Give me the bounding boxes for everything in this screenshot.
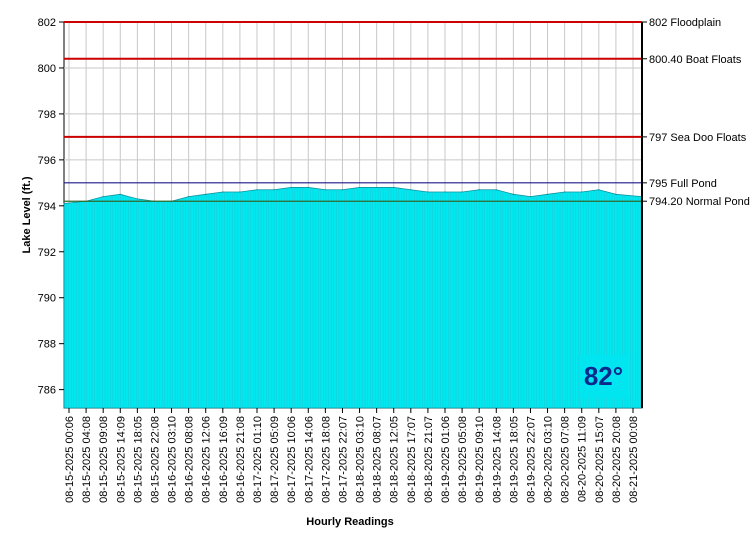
reference-label: 800.40 Boat Floats xyxy=(649,54,742,66)
x-tick-label: 08-18-2025 03:10 xyxy=(355,416,367,503)
data-point xyxy=(188,196,190,198)
data-point xyxy=(581,191,583,193)
x-tick-label: 08-20-2025 03:10 xyxy=(543,416,555,503)
x-tick-label: 08-18-2025 08:07 xyxy=(372,416,384,503)
x-tick-label: 08-20-2025 07:08 xyxy=(560,416,572,503)
data-point xyxy=(427,191,429,193)
y-axis-title: Lake Level (ft.) xyxy=(21,176,33,253)
reference-label: 797 Sea Doo Floats xyxy=(649,132,747,144)
data-point xyxy=(324,189,326,191)
x-axis-title: Hourly Readings xyxy=(306,516,393,528)
x-axis-ticks: 08-15-2025 00:06 08-15-2025 04:08 08-15-20… xyxy=(64,408,640,503)
x-tick-label: 08-19-2025 14:08 xyxy=(491,416,503,503)
y-tick-label: 800 xyxy=(38,63,56,75)
data-point xyxy=(341,189,344,191)
x-tick-label: 08-15-2025 00:06 xyxy=(64,416,76,503)
data-point xyxy=(410,189,412,191)
series-area xyxy=(63,187,643,409)
data-point xyxy=(205,193,207,195)
data-point xyxy=(119,193,121,195)
x-tick-label: 08-17-2025 01:10 xyxy=(252,416,264,503)
data-point xyxy=(358,186,361,189)
data-point xyxy=(512,193,514,195)
x-tick-label: 08-15-2025 04:08 xyxy=(81,416,93,503)
data-point xyxy=(376,186,378,189)
data-point xyxy=(444,191,446,193)
x-tick-label: 08-19-2025 18:05 xyxy=(508,416,520,503)
x-tick-label: 08-19-2025 01:06 xyxy=(440,416,452,503)
x-tick-label: 08-17-2025 10:06 xyxy=(286,416,298,503)
data-point xyxy=(136,198,138,200)
x-tick-label: 08-16-2025 21:08 xyxy=(235,416,247,503)
reference-label: 794.20 Normal Pond xyxy=(649,196,750,208)
x-tick-label: 08-15-2025 18:05 xyxy=(132,416,144,503)
y-tick-label: 796 xyxy=(38,155,56,167)
x-tick-label: 08-16-2025 08:08 xyxy=(184,416,196,503)
y-axis-ticks: 786 788 790 792 794 796 798 800 802 xyxy=(38,17,64,397)
y-tick-label: 802 xyxy=(38,17,56,29)
data-point xyxy=(495,189,497,191)
x-tick-label: 08-17-2025 14:06 xyxy=(303,416,315,503)
x-tick-label: 08-20-2025 11:09 xyxy=(577,416,589,502)
x-tick-label: 08-15-2025 09:08 xyxy=(98,416,110,503)
data-area xyxy=(63,186,643,409)
data-point xyxy=(307,186,309,189)
reference-label: 802 Floodplain xyxy=(649,17,721,29)
x-tick-label: 08-18-2025 17:07 xyxy=(406,416,418,503)
y-tick-label: 790 xyxy=(38,293,56,305)
x-tick-label: 08-17-2025 22:07 xyxy=(337,416,349,503)
x-tick-label: 08-15-2025 22:08 xyxy=(149,416,161,503)
data-point xyxy=(273,189,275,191)
data-point xyxy=(256,189,258,191)
data-point xyxy=(222,191,224,193)
x-tick-label: 08-18-2025 21:07 xyxy=(423,416,435,503)
x-tick-label: 08-16-2025 16:09 xyxy=(218,416,230,503)
data-point xyxy=(102,196,104,198)
data-point xyxy=(239,191,241,193)
x-tick-label: 08-15-2025 14:09 xyxy=(115,416,127,503)
x-tick-label: 08-18-2025 12:05 xyxy=(389,416,401,503)
x-tick-label: 08-16-2025 12:06 xyxy=(201,416,213,503)
x-tick-label: 08-21-2025 00:08 xyxy=(628,416,640,503)
x-tick-label: 08-19-2025 22:07 xyxy=(525,416,537,503)
x-tick-label: 08-19-2025 05:08 xyxy=(457,416,469,503)
x-tick-label: 08-17-2025 18:08 xyxy=(320,416,332,503)
data-point xyxy=(393,186,395,189)
x-tick-label: 08-20-2025 20:08 xyxy=(611,416,623,503)
data-point xyxy=(461,191,463,193)
x-tick-label: 08-17-2025 05:09 xyxy=(269,416,281,503)
data-point xyxy=(63,202,65,205)
y-tick-label: 798 xyxy=(38,109,56,121)
data-point xyxy=(564,191,566,193)
temperature-badge: 82° xyxy=(579,355,628,398)
reference-lines: 802 Floodplain 800.40 Boat Floats 797 Sea … xyxy=(64,17,750,208)
x-tick-label: 08-20-2025 15:07 xyxy=(594,416,606,503)
y-tick-label: 786 xyxy=(38,385,56,397)
data-point xyxy=(529,196,532,198)
reference-label: 795 Full Pond xyxy=(649,178,717,190)
data-point xyxy=(478,189,480,191)
data-point xyxy=(598,189,600,191)
x-tick-label: 08-19-2025 09:10 xyxy=(474,416,486,503)
y-tick-label: 788 xyxy=(38,339,56,351)
y-tick-label: 792 xyxy=(38,247,56,259)
x-tick-label: 08-16-2025 03:10 xyxy=(167,416,179,503)
y-tick-label: 794 xyxy=(38,201,56,213)
data-point xyxy=(615,193,617,195)
data-point xyxy=(290,186,292,189)
data-point xyxy=(546,193,549,195)
